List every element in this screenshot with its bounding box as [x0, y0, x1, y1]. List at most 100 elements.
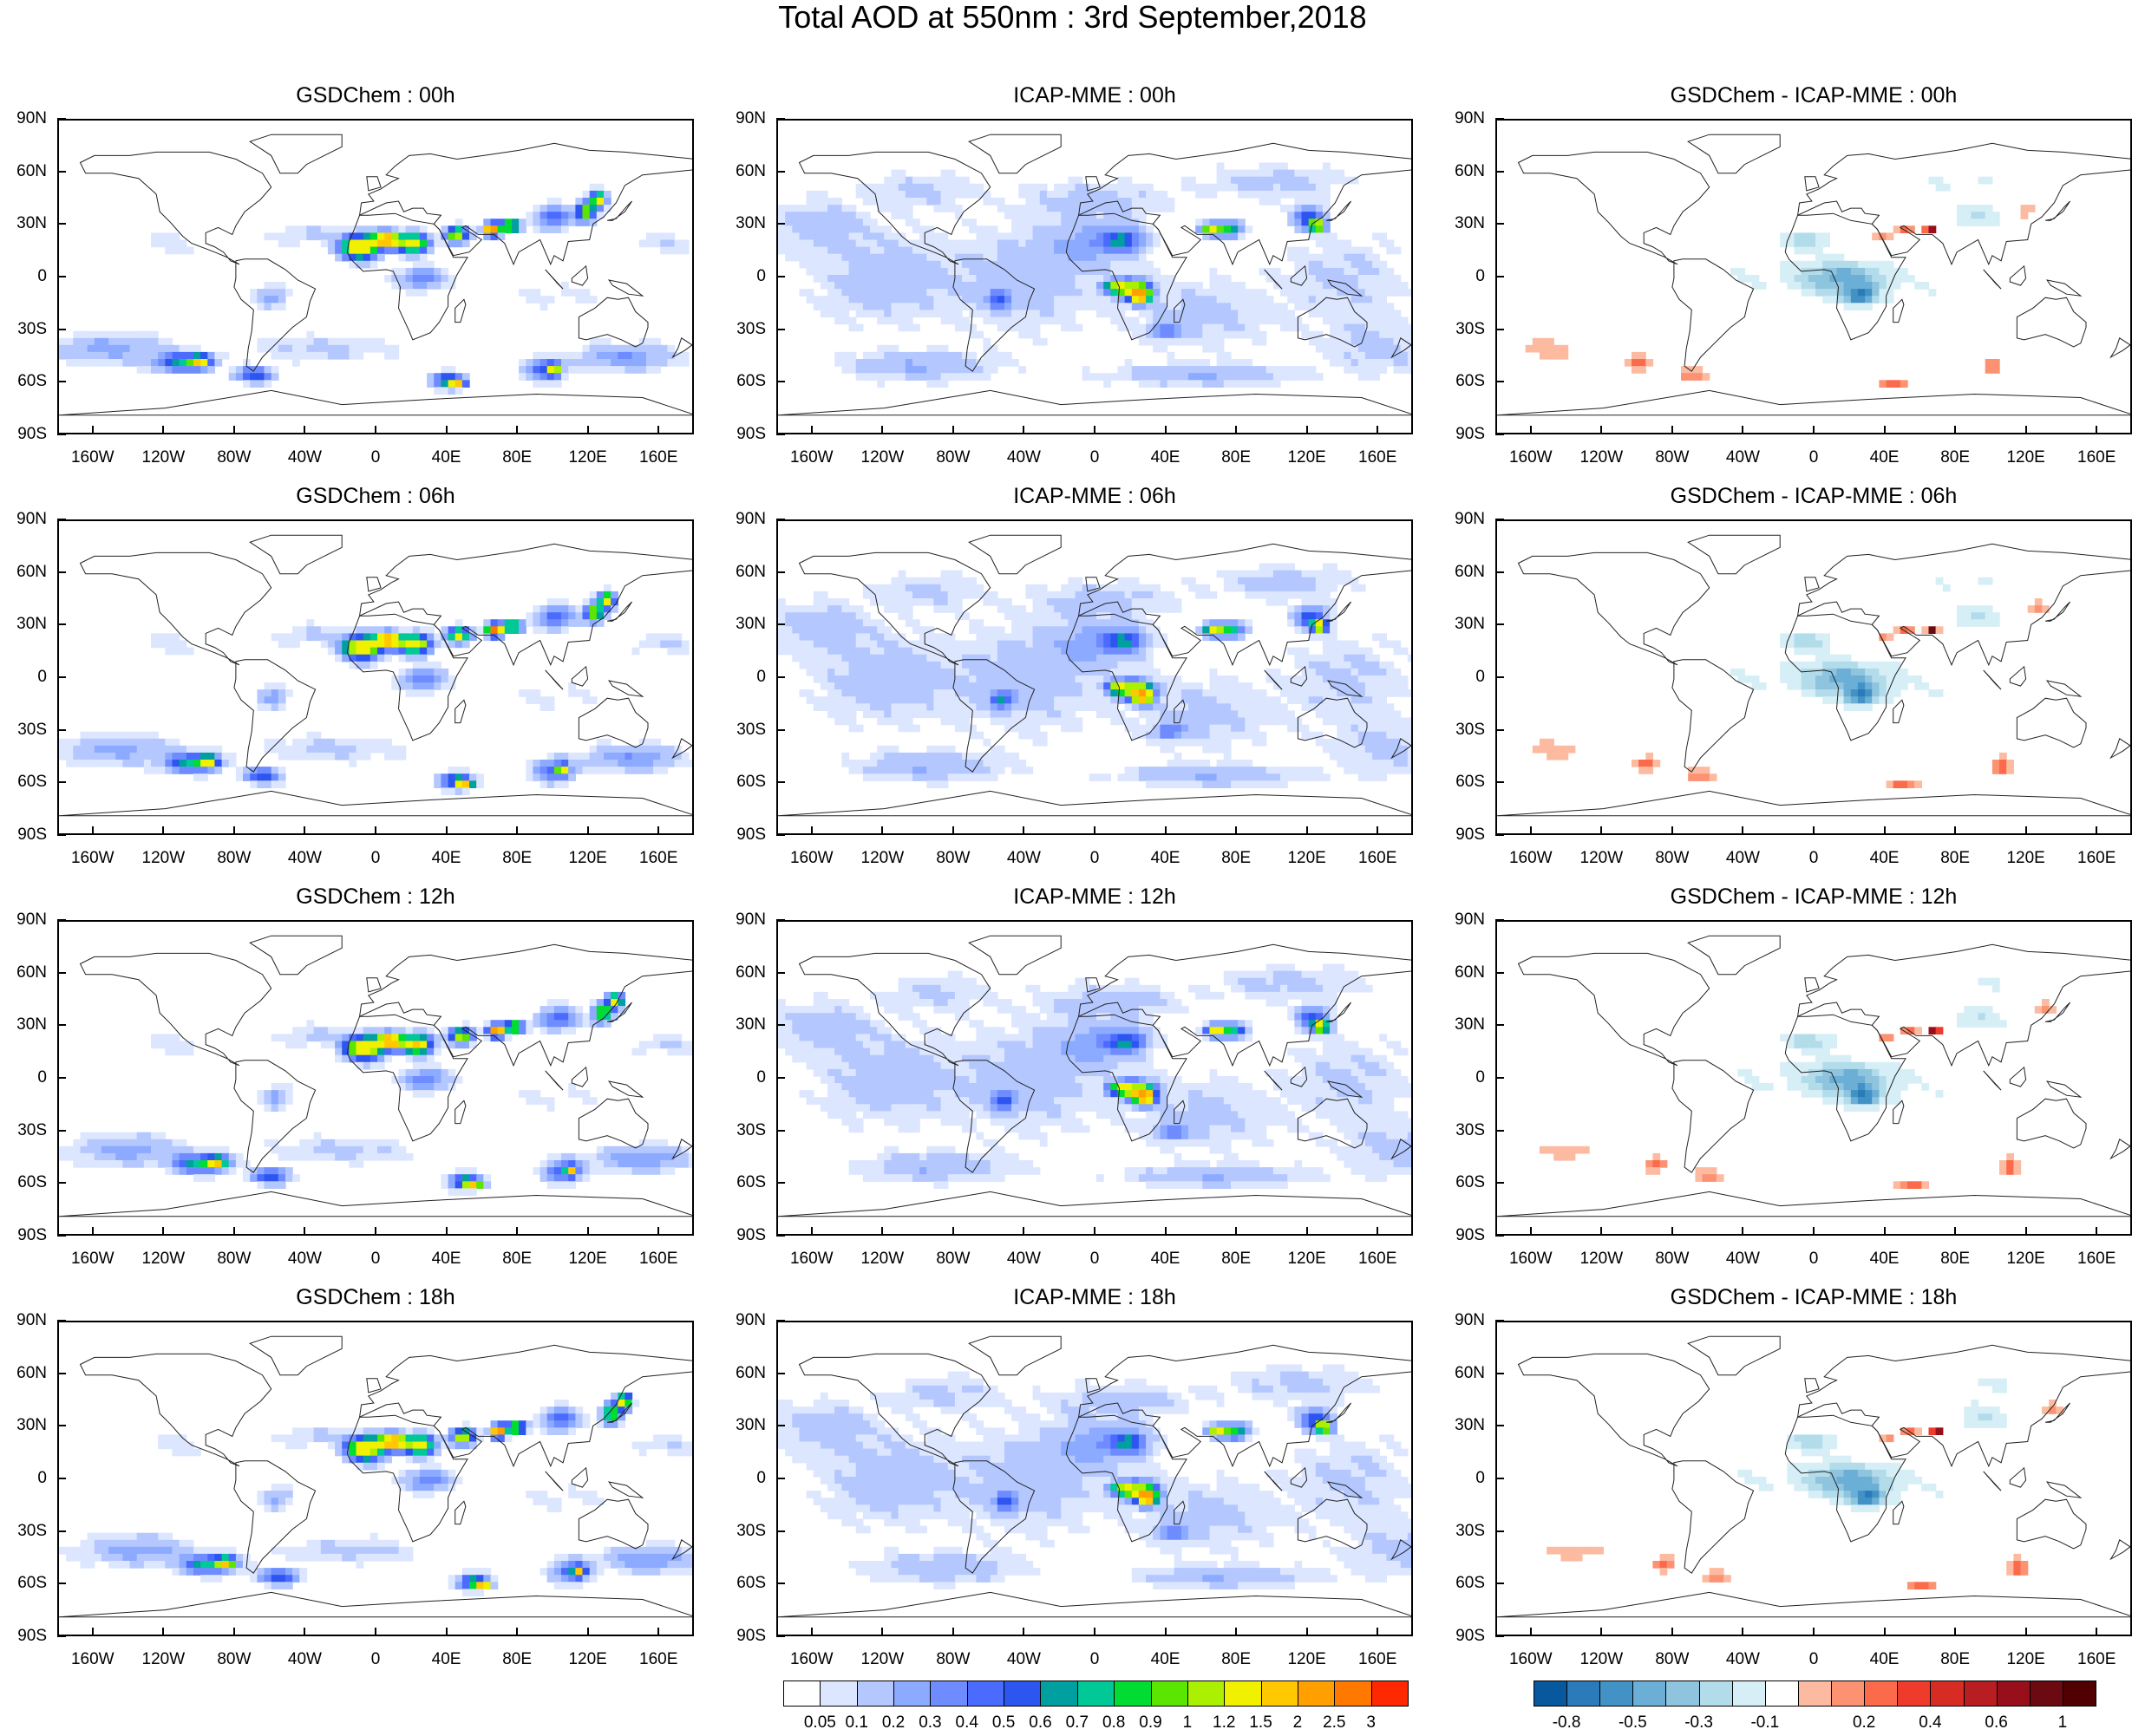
aod-cell	[547, 366, 555, 374]
aod-cell	[377, 746, 385, 754]
aod-cell	[1025, 641, 1033, 649]
aod-cell	[1394, 324, 1402, 332]
aod-cell	[632, 366, 640, 374]
aod-cell	[144, 345, 152, 353]
aod-cell	[1181, 303, 1189, 310]
aod-cell	[1365, 718, 1373, 726]
aod-cell	[1061, 191, 1069, 199]
aod-cell	[1365, 338, 1373, 346]
aod-cell	[1688, 373, 1696, 381]
aod-cell	[1018, 605, 1026, 613]
aod-cell	[1787, 261, 1795, 269]
aod-cell	[604, 591, 611, 599]
aod-cell	[1224, 767, 1232, 774]
aod-cell	[1188, 780, 1196, 788]
aod-cell	[363, 655, 371, 662]
aod-cell	[962, 689, 970, 697]
aod-cell	[285, 352, 293, 360]
aod-cell	[441, 773, 448, 781]
aod-cell	[646, 760, 654, 767]
aod-cell	[1372, 366, 1380, 374]
aod-cell	[955, 773, 963, 781]
aod-cell	[1139, 662, 1147, 669]
aod-cell	[1146, 205, 1154, 212]
lon-tick	[1530, 426, 1532, 434]
aod-cell	[991, 598, 998, 606]
aod-cell	[1089, 232, 1097, 240]
aod-cell	[1351, 261, 1359, 269]
aod-cell	[1082, 633, 1090, 641]
aod-cell	[1394, 767, 1402, 774]
aod-cell	[363, 254, 371, 262]
aod-cell	[1033, 212, 1041, 219]
aod-cell	[834, 359, 842, 367]
aod-cell	[462, 232, 470, 240]
aod-cell	[1195, 331, 1203, 339]
aod-cell	[314, 345, 322, 353]
aod-cell	[1146, 282, 1154, 290]
aod-cell	[1082, 648, 1090, 656]
aod-cell	[1224, 289, 1232, 297]
aod-cell	[912, 760, 920, 767]
aod-cell	[1344, 359, 1351, 367]
aod-cell	[800, 612, 808, 620]
aod-cell	[1018, 240, 1026, 248]
aod-cell	[1217, 696, 1225, 704]
aod-cell	[667, 240, 675, 248]
aod-cell	[1054, 184, 1062, 192]
aod-cell	[884, 310, 892, 317]
lon-tick	[233, 826, 235, 835]
aod-cell	[1125, 598, 1133, 606]
aod-cell	[1344, 753, 1351, 760]
aod-cell	[597, 338, 605, 346]
aod-cell	[137, 760, 145, 767]
aod-cell	[912, 767, 920, 774]
aod-cell	[1153, 773, 1161, 781]
aod-cell	[962, 282, 970, 290]
aod-cell	[1202, 324, 1210, 332]
aod-cell	[1287, 612, 1295, 620]
aod-cell	[1202, 191, 1210, 199]
aod-cell	[841, 760, 849, 767]
aod-cell	[1167, 718, 1175, 726]
aod-cell	[1379, 732, 1387, 740]
aod-cell	[1379, 352, 1387, 360]
aod-cell	[1188, 289, 1196, 297]
aod-cell	[1160, 380, 1167, 388]
aod-cell	[1872, 261, 1880, 269]
aod-cell	[1076, 591, 1083, 599]
aod-cell	[1231, 373, 1239, 381]
aod-cell	[1351, 254, 1359, 262]
aod-cell	[778, 633, 786, 641]
aod-cell	[1330, 584, 1337, 592]
aod-cell	[892, 359, 899, 367]
aod-cell	[991, 718, 998, 726]
aod-cell	[1394, 732, 1402, 740]
aod-cell	[1047, 710, 1055, 718]
aod-cell	[877, 240, 885, 248]
aod-cell	[292, 345, 300, 353]
aod-cell	[1061, 682, 1069, 690]
aod-cell	[1167, 703, 1175, 711]
aod-cell	[108, 739, 116, 747]
aod-cell	[997, 282, 1005, 290]
aod-cell	[1372, 296, 1380, 303]
aod-cell	[1068, 710, 1076, 718]
aod-cell	[1309, 373, 1317, 381]
aod-cell	[1358, 703, 1366, 711]
lat-tick-label: 0	[717, 267, 766, 286]
aod-cell	[1076, 655, 1083, 662]
aod-cell	[785, 648, 793, 656]
aod-cell	[800, 219, 808, 226]
aod-cell	[1132, 268, 1140, 276]
aod-cell	[877, 247, 885, 255]
lat-tick-label: 60S	[0, 372, 47, 391]
aod-cell	[1202, 773, 1210, 781]
aod-cell	[130, 331, 138, 339]
aod-cell	[243, 773, 251, 781]
aod-cell	[278, 703, 286, 711]
aod-cell	[955, 703, 963, 711]
aod-cell	[1358, 352, 1366, 360]
aod-cell	[144, 767, 152, 774]
aod-cell	[349, 240, 356, 248]
